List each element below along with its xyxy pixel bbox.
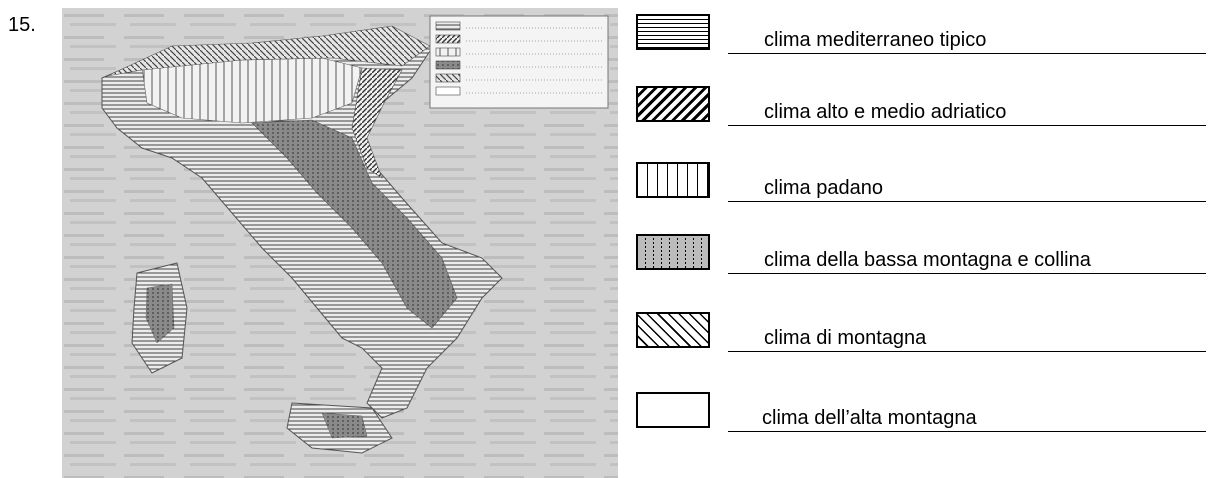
legend-row-padano: clima padano <box>636 162 1206 202</box>
blank-swatch <box>636 392 710 428</box>
answer-line <box>728 201 1206 202</box>
question-number: 15. <box>8 14 36 36</box>
legend-row-alta-montagna: clima dell’alta montagna <box>636 392 1206 432</box>
answer-line <box>728 53 1206 54</box>
legend-label: clima di montagna <box>764 327 927 349</box>
legend-row-adriatico: clima alto e medio adriatico <box>636 86 1206 126</box>
diagonal-lines-swatch <box>636 86 710 122</box>
legend-label: clima padano <box>764 177 883 199</box>
italy-climate-map <box>62 8 618 478</box>
legend-label: clima dell’alta montagna <box>762 407 977 429</box>
answer-line <box>728 273 1206 274</box>
answer-line <box>728 125 1206 126</box>
legend-label: clima alto e medio adriatico <box>764 101 1007 123</box>
answer-line <box>728 431 1206 432</box>
legend-row-montagna: clima di montagna <box>636 312 1206 352</box>
italy-map-drawing <box>62 8 618 478</box>
back-diagonal-lines-swatch <box>636 312 710 348</box>
legend-row-bassa-montagna: clima della bassa montagna e collina <box>636 234 1206 274</box>
horizontal-lines-swatch <box>636 14 710 50</box>
dotted-vertical-lines-swatch <box>636 234 710 270</box>
legend-label: clima della bassa montagna e collina <box>764 249 1091 271</box>
vertical-lines-swatch <box>636 162 710 198</box>
legend-row-mediterraneo: clima mediterraneo tipico <box>636 14 1206 54</box>
legend-label: clima mediterraneo tipico <box>764 29 987 51</box>
answer-line <box>728 351 1206 352</box>
